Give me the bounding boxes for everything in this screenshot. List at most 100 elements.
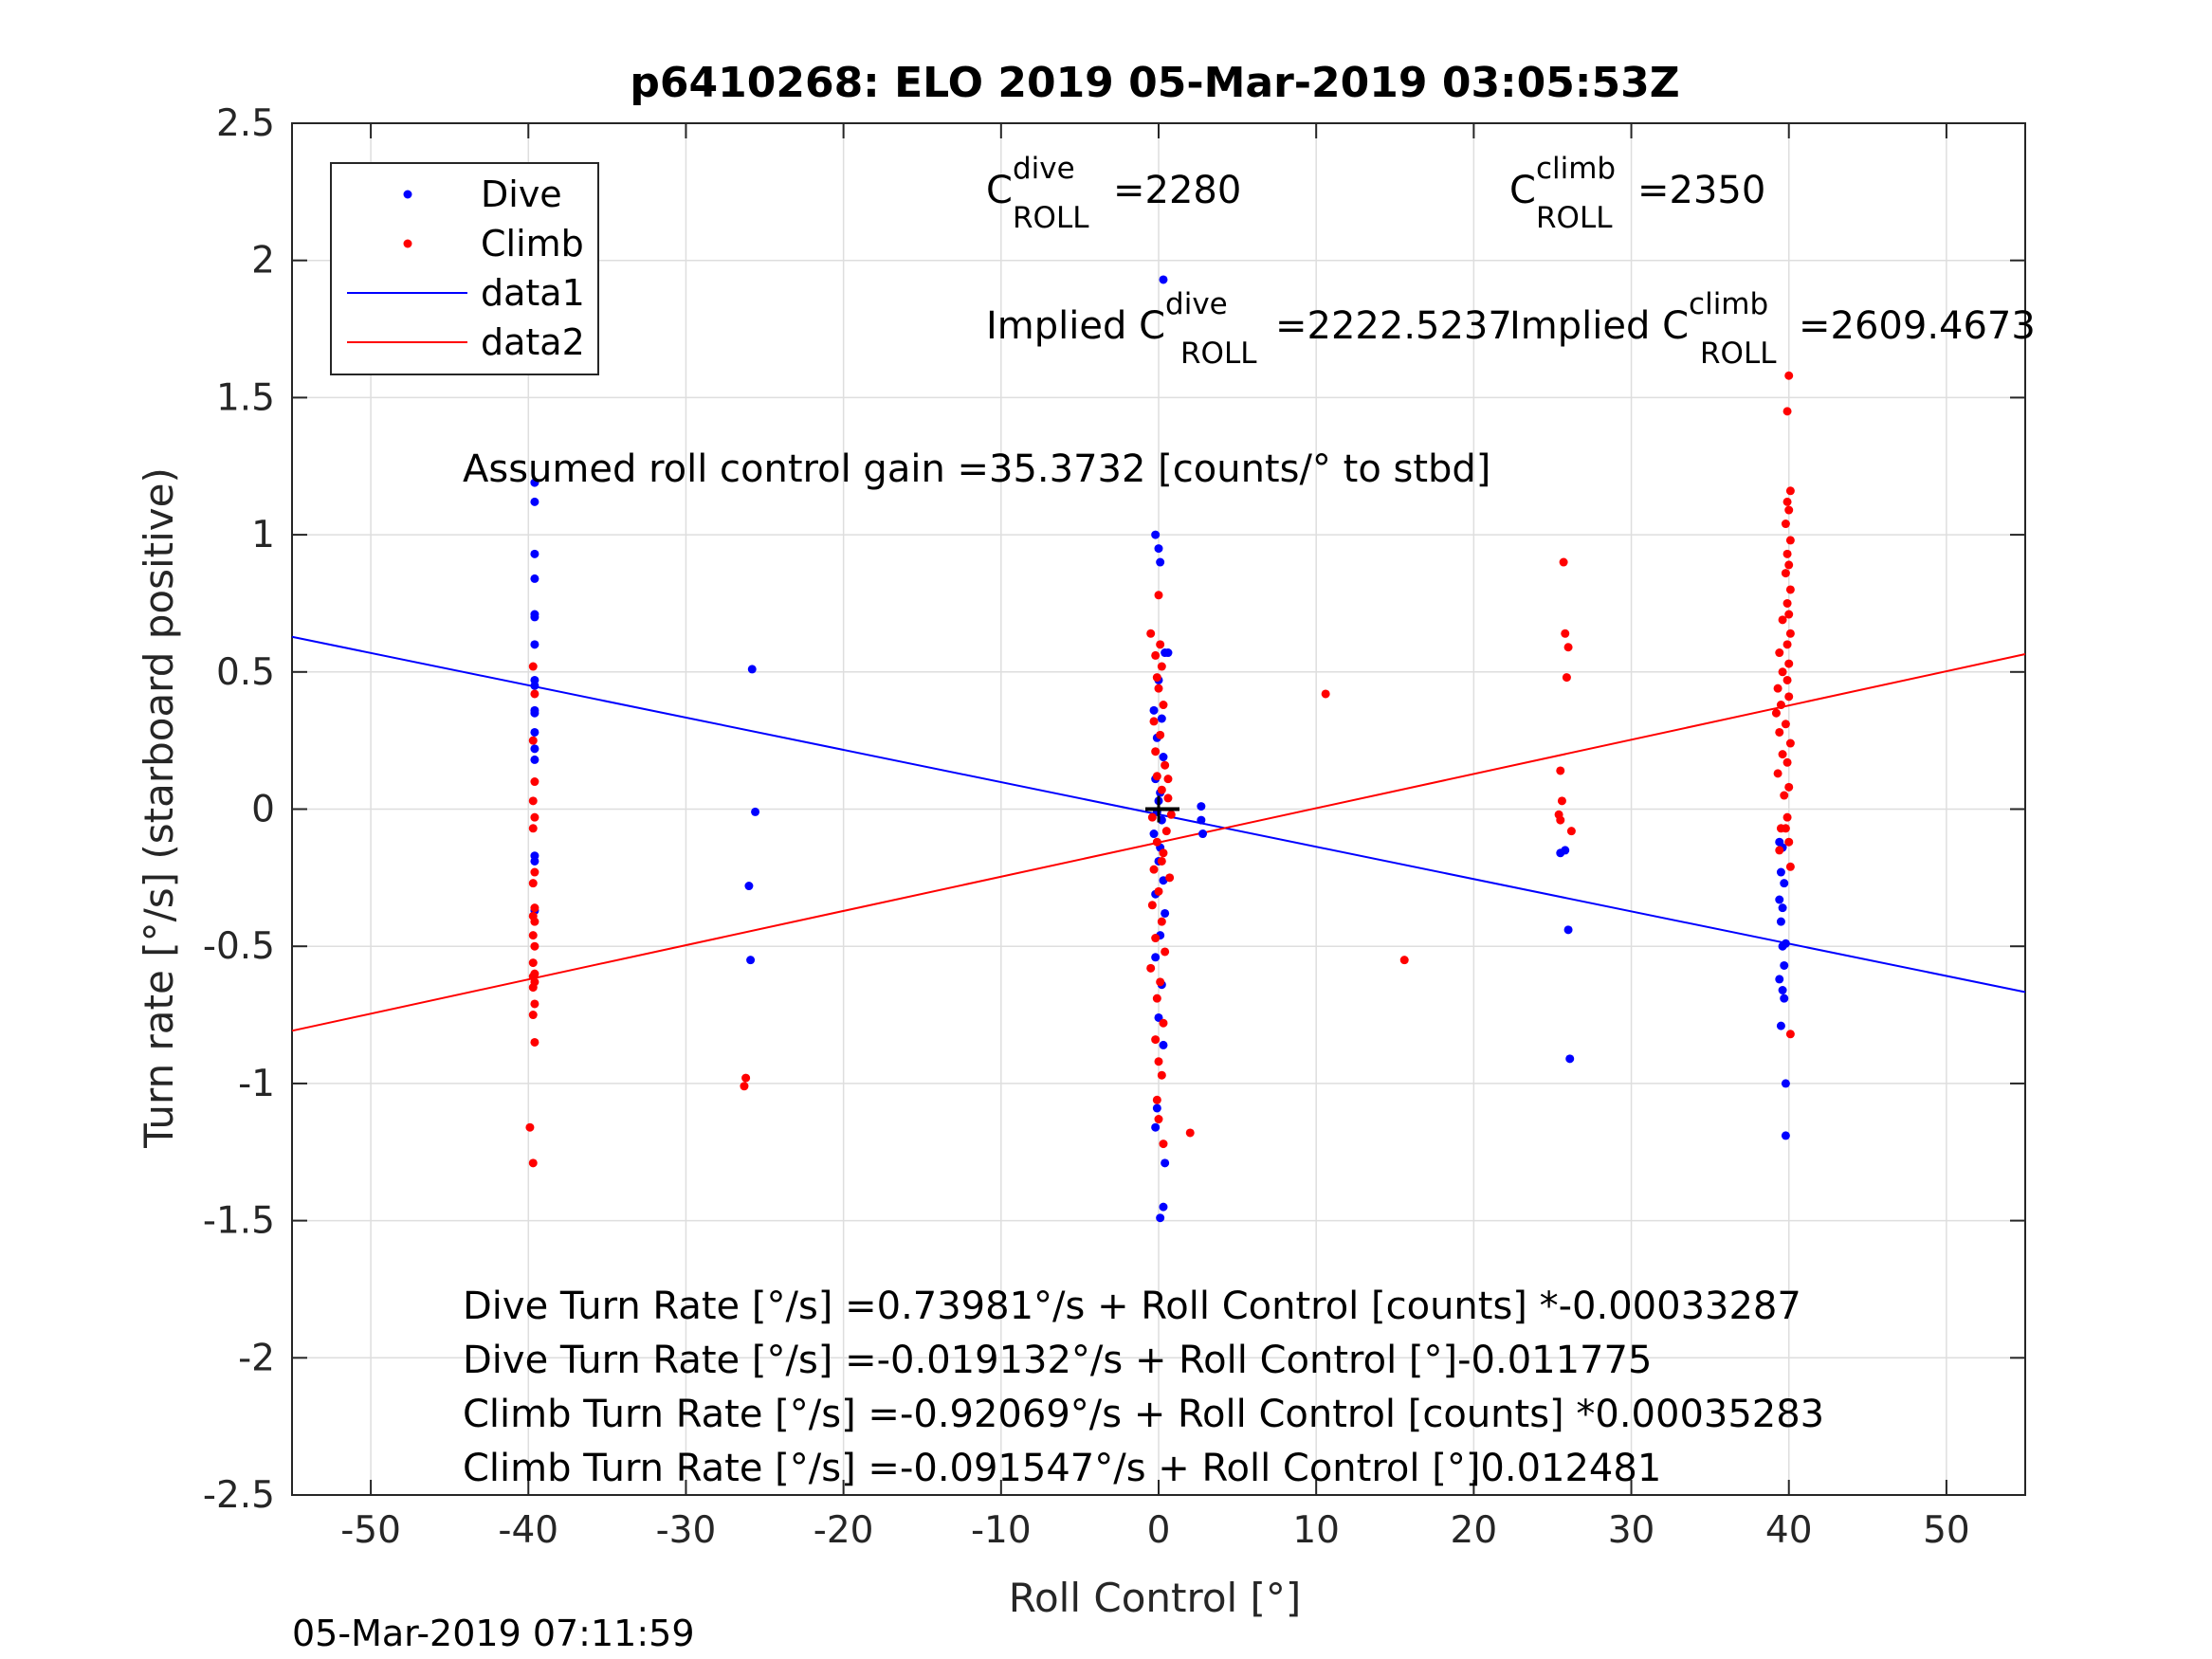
climb-point [1157,785,1166,794]
climb-point [530,812,539,822]
climb-point [1782,640,1792,649]
implied-dive-annotation: Implied Cdive ROLL =2222.5237 [986,287,1512,371]
x-tick-label: 50 [1923,1509,1970,1552]
dive-point [1149,830,1159,839]
climb-point [1784,371,1794,380]
y-tick-label: -2 [238,1337,275,1379]
y-tick-label: 0.5 [216,651,275,694]
climb-point [1156,977,1165,987]
dive-point [1156,1213,1165,1223]
climb-point [1556,815,1565,825]
climb-point [1146,963,1156,973]
dive-point [1781,1131,1790,1140]
climb-point [530,999,539,1009]
climb-point [1154,1115,1163,1124]
dive-point [530,755,539,764]
implied-climb-annotation: Implied Cclimb ROLL =2609.4673 [1509,287,2036,371]
climb-point [1147,901,1157,910]
climb-point [1556,766,1565,775]
climb-point [1785,738,1795,748]
x-tick-label: 0 [1147,1509,1171,1552]
climb-point [1151,747,1161,757]
x-tick-label: -10 [971,1509,1032,1552]
implied-dive-prefix: Implied C [986,304,1165,348]
y-tick-label: 2.5 [216,102,275,145]
c-dive-value: =2280 [1113,169,1241,212]
climb-point [525,1122,535,1132]
c-climb-value: =2350 [1637,169,1765,212]
dive-point [1781,939,1790,948]
climb-point [1784,505,1794,515]
climb-point [1771,708,1781,718]
dive-point [1161,1158,1170,1168]
climb-point [528,736,538,745]
dive-point [530,549,539,558]
climb-point [1781,569,1790,578]
y-tick-label: -0.5 [203,925,275,968]
dive-point [747,665,757,674]
climb-point [1152,994,1161,1003]
climb-point [1157,662,1166,671]
climb-series [525,371,1795,1168]
climb-point [1785,486,1795,496]
dive-point [1780,994,1789,1003]
x-tick-label: 20 [1451,1509,1498,1552]
dive-point [1159,1202,1168,1212]
dive-point [1565,1054,1575,1064]
climb-point [1159,701,1168,710]
dive-point [1151,953,1161,962]
y-tick-label: 0 [251,789,275,831]
climb-point [530,941,539,951]
dive-point [1197,815,1206,825]
c-dive-base: C [986,169,1013,212]
climb-point [1151,934,1161,943]
dive-point [1198,830,1208,839]
climb-point [528,796,538,806]
climb-point [1159,1139,1168,1149]
x-axis-label: Roll Control [°] [1009,1575,1302,1621]
equation-dive-degrees: Dive Turn Rate [°/s] =-0.019132°/s + Rol… [463,1339,1652,1382]
climb-point [1781,520,1790,529]
x-tick-label: 40 [1765,1509,1813,1552]
climb-point [1165,873,1175,883]
climb-point [1778,667,1787,677]
chart-title: p6410268: ELO 2019 05-Mar-2019 03:05:53Z [630,59,1679,107]
dive-point [1780,960,1789,970]
climb-point [528,983,538,993]
dive-point [1776,917,1785,926]
climb-point [1157,856,1166,866]
climb-point [1785,1030,1795,1039]
climb-point [1785,585,1795,594]
c-climb-base: C [1509,169,1536,212]
implied-dive-value: =2222.5237 [1275,304,1512,348]
x-tick-label: 10 [1292,1509,1340,1552]
dive-point [530,708,539,718]
c-climb-sub: ROLL [1536,201,1613,235]
climb-point [1559,557,1568,567]
roll-gain-annotation: Assumed roll control gain =35.3732 [coun… [463,447,1490,491]
climb-point [1784,610,1794,619]
climb-point [1775,727,1784,737]
dive-point [1197,802,1206,811]
legend-marker-dive [403,190,412,199]
climb-point [1156,640,1165,649]
climb-point [1784,560,1794,570]
x-tick-label: -40 [498,1509,558,1552]
climb-point [1156,730,1165,739]
dive-point [530,574,539,583]
implied-climb-sub: ROLL [1700,337,1777,371]
implied-dive-sup: dive [1165,287,1228,321]
climb-point [1778,615,1787,625]
dive-point [530,727,539,737]
dive-point [1561,846,1570,855]
climb-point [1780,791,1789,800]
climb-point [528,958,538,968]
dive-point [530,497,539,506]
climb-point [1785,536,1795,545]
timestamp: 05-Mar-2019 07:11:59 [292,1613,695,1654]
dive-point [1149,705,1159,715]
climb-point [528,824,538,833]
y-tick-label: -2.5 [203,1474,275,1517]
climb-point [528,1011,538,1020]
